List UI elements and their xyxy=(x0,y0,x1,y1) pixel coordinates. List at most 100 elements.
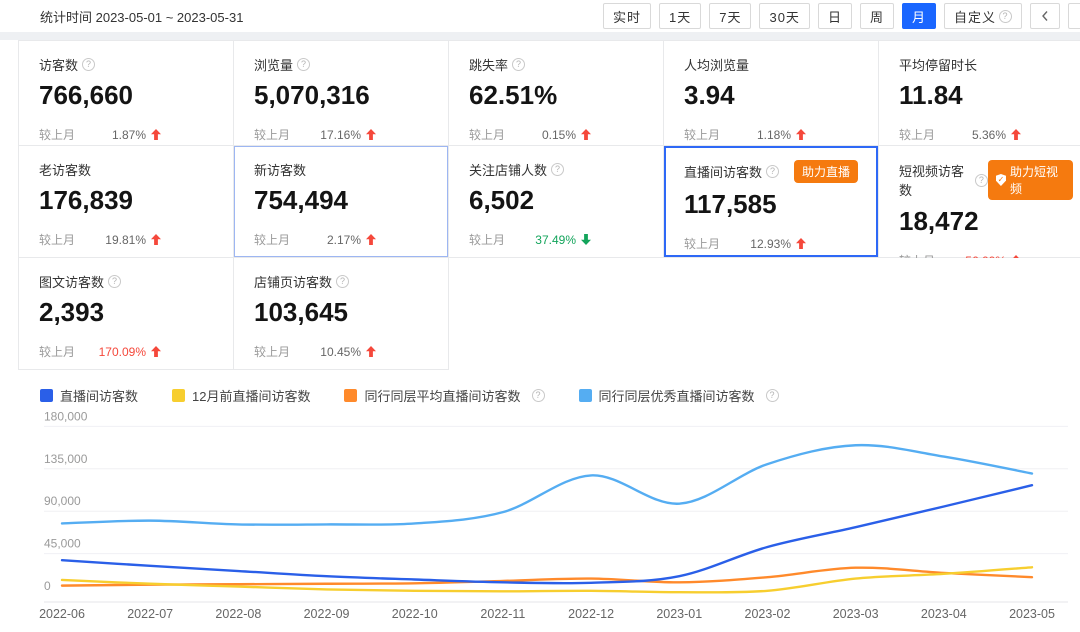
help-icon[interactable]: ? xyxy=(766,165,780,178)
change-percent: 17.16% xyxy=(320,127,361,142)
svg-text:2022-11: 2022-11 xyxy=(480,607,525,621)
svg-text:2022-12: 2022-12 xyxy=(568,607,614,621)
compare-label: 较上月 xyxy=(684,128,721,142)
legend-swatch-blue xyxy=(40,388,53,402)
metric-title: 关注店铺人数 xyxy=(469,163,548,178)
metric-title: 店铺页访客数 xyxy=(254,275,333,290)
arrow-up-icon xyxy=(366,129,376,140)
compare-label: 较上月 xyxy=(39,345,76,359)
date-range-group: 实时 1天 7天 30天 日 周 月 自定义 ? xyxy=(595,3,1080,29)
compare-label: 较上月 xyxy=(39,233,76,247)
help-icon[interactable]: ? xyxy=(765,388,779,402)
metric-card-pageviews[interactable]: 浏览量? 5,070,316 较上月 17.16% xyxy=(234,41,449,146)
legend-item-12m-ago[interactable]: 12月前直播间访客数 xyxy=(172,386,310,405)
change-percent: 19.81% xyxy=(105,232,146,247)
metric-value: 5,070,316 xyxy=(254,80,370,110)
metric-title: 浏览量 xyxy=(254,58,294,73)
help-icon[interactable]: ? xyxy=(336,275,350,288)
legend-item-peer-avg[interactable]: 同行同层平均直播间访客数 ? xyxy=(344,386,545,405)
range-button-month[interactable]: 月 xyxy=(901,3,936,29)
arrow-up-icon xyxy=(366,234,376,245)
arrow-up-icon xyxy=(796,129,806,140)
svg-text:45,000: 45,000 xyxy=(44,537,81,551)
change-percent: 5.36% xyxy=(971,127,1006,142)
change-percent: 0.15% xyxy=(541,127,576,142)
metric-value: 754,494 xyxy=(254,185,348,215)
legend-label: 直播间访客数 xyxy=(60,388,139,404)
shield-check-icon: ✓ xyxy=(995,174,1006,186)
range-button-realtime[interactable]: 实时 xyxy=(602,3,651,29)
svg-text:0: 0 xyxy=(44,579,51,593)
badge-label: 助力短视频 xyxy=(1009,165,1058,196)
metric-value: 176,839 xyxy=(39,185,133,215)
metric-card-avg-stay-duration[interactable]: 平均停留时长 11.84 较上月 5.36% xyxy=(879,41,1080,146)
svg-text:2022-09: 2022-09 xyxy=(304,607,350,621)
arrow-down-icon xyxy=(581,234,591,245)
range-button-1day[interactable]: 1天 xyxy=(659,3,702,29)
svg-text:2022-10: 2022-10 xyxy=(392,607,438,621)
legend-swatch-yellow xyxy=(172,388,186,402)
arrow-up-icon xyxy=(151,234,161,245)
svg-text:2023-01: 2023-01 xyxy=(656,607,702,621)
empty-cell xyxy=(449,258,1080,370)
compare-label: 较上月 xyxy=(899,128,936,142)
help-icon[interactable]: ? xyxy=(531,388,545,402)
legend-label: 同行同层平均直播间访客数 xyxy=(364,388,521,404)
help-icon[interactable]: ? xyxy=(108,275,122,288)
range-button-week[interactable]: 周 xyxy=(859,3,894,29)
metric-title: 平均停留时长 xyxy=(899,58,978,73)
help-icon[interactable]: ? xyxy=(297,58,311,71)
next-period-button[interactable] xyxy=(1068,3,1080,29)
metric-card-new-visitors[interactable]: 新访客数 754,494 较上月 2.17% xyxy=(234,146,449,258)
legend-item-peer-top[interactable]: 同行同层优秀直播间访客数 ? xyxy=(578,386,779,405)
chevron-left-icon xyxy=(1042,11,1048,21)
metric-card-returning-visitors[interactable]: 老访客数 176,839 较上月 19.81% xyxy=(19,146,234,258)
metric-title: 访客数 xyxy=(39,58,79,73)
svg-text:2023-03: 2023-03 xyxy=(833,607,879,621)
legend-item-live-room[interactable]: 直播间访客数 xyxy=(40,386,138,405)
custom-range-label: 自定义 xyxy=(953,9,996,25)
metric-value: 11.84 xyxy=(899,80,963,110)
range-button-day[interactable]: 日 xyxy=(817,3,852,29)
metric-title: 短视频访客数 xyxy=(899,164,965,198)
metric-value: 117,585 xyxy=(684,189,777,219)
arrow-up-icon xyxy=(151,346,161,357)
change-percent: 10.45% xyxy=(320,344,361,359)
arrow-up-icon xyxy=(796,238,806,249)
legend-label: 同行同层优秀直播间访客数 xyxy=(598,388,755,404)
metric-card-short-video-visitors[interactable]: 短视频访客数? ✓助力短视频 › 18,472 较上月 56.00% xyxy=(879,146,1080,268)
range-button-7day[interactable]: 7天 xyxy=(709,3,752,29)
range-button-30day[interactable]: 30天 xyxy=(759,3,810,29)
change-percent: 170.09% xyxy=(98,344,146,359)
metric-card-bounce-rate[interactable]: 跳失率? 62.51% 较上月 0.15% xyxy=(449,41,664,146)
metric-title: 直播间访客数 xyxy=(684,165,763,180)
svg-text:2023-04: 2023-04 xyxy=(921,607,967,621)
help-icon[interactable]: ? xyxy=(512,58,526,71)
svg-text:180,000: 180,000 xyxy=(44,409,88,423)
legend-swatch-orange xyxy=(344,388,358,402)
svg-text:90,000: 90,000 xyxy=(44,494,81,508)
arrow-up-icon xyxy=(581,129,591,140)
metric-card-image-text-visitors[interactable]: 图文访客数? 2,393 较上月 170.09% xyxy=(19,258,234,370)
compare-label: 较上月 xyxy=(254,128,291,142)
help-icon[interactable]: ? xyxy=(551,163,565,176)
prev-period-button[interactable] xyxy=(1030,3,1060,29)
boost-live-badge[interactable]: 助力直播 xyxy=(793,160,858,183)
metric-card-live-room-visitors[interactable]: 直播间访客数? 助力直播 117,585 较上月 12.93% xyxy=(664,146,879,258)
metric-title: 图文访客数 xyxy=(39,275,105,290)
legend-label: 12月前直播间访客数 xyxy=(192,388,311,404)
range-button-custom[interactable]: 自定义 ? xyxy=(943,3,1022,29)
arrow-up-icon xyxy=(151,129,161,140)
chart-legend: 直播间访客数 12月前直播间访客数 同行同层平均直播间访客数 ? 同行同层优秀直… xyxy=(0,386,1080,404)
boost-short-video-badge[interactable]: ✓ 助力短视频 xyxy=(987,160,1073,200)
metric-value: 766,660 xyxy=(39,80,133,110)
metric-card-avg-pageviews[interactable]: 人均浏览量 3.94 较上月 1.18% xyxy=(664,41,879,146)
compare-label: 较上月 xyxy=(39,128,76,142)
metric-title: 新访客数 xyxy=(254,163,307,178)
metric-card-shop-followers[interactable]: 关注店铺人数? 6,502 较上月 37.49% xyxy=(449,146,664,258)
metric-card-shop-page-visitors[interactable]: 店铺页访客数? 103,645 较上月 10.45% xyxy=(234,258,449,370)
svg-text:2022-07: 2022-07 xyxy=(127,607,173,621)
help-icon[interactable]: ? xyxy=(974,173,988,187)
help-icon[interactable]: ? xyxy=(82,58,96,71)
metric-card-visitors[interactable]: 访客数? 766,660 较上月 1.87% xyxy=(19,41,234,146)
